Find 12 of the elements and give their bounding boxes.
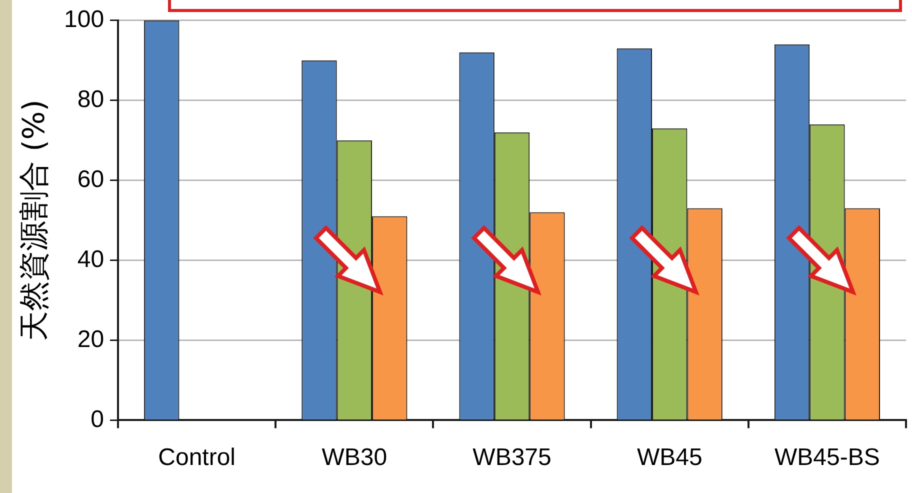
y-tick-label: 0 [90,406,104,433]
y-tick-label: 60 [77,166,104,193]
y-tick-label: 20 [77,326,104,353]
x-tick-label: WB45 [636,444,702,472]
y-axis-title: 天然資源割合 (%) [16,100,52,342]
x-tick-label: WB45-BS [774,444,880,472]
x-tick-label: Control [158,444,236,472]
x-tick-label: WB375 [472,444,552,472]
y-tick-label: 40 [77,246,104,273]
x-tick-label: WB30 [322,444,388,472]
y-tick-label: 100 [64,6,104,34]
y-tick-label: 80 [77,86,104,113]
